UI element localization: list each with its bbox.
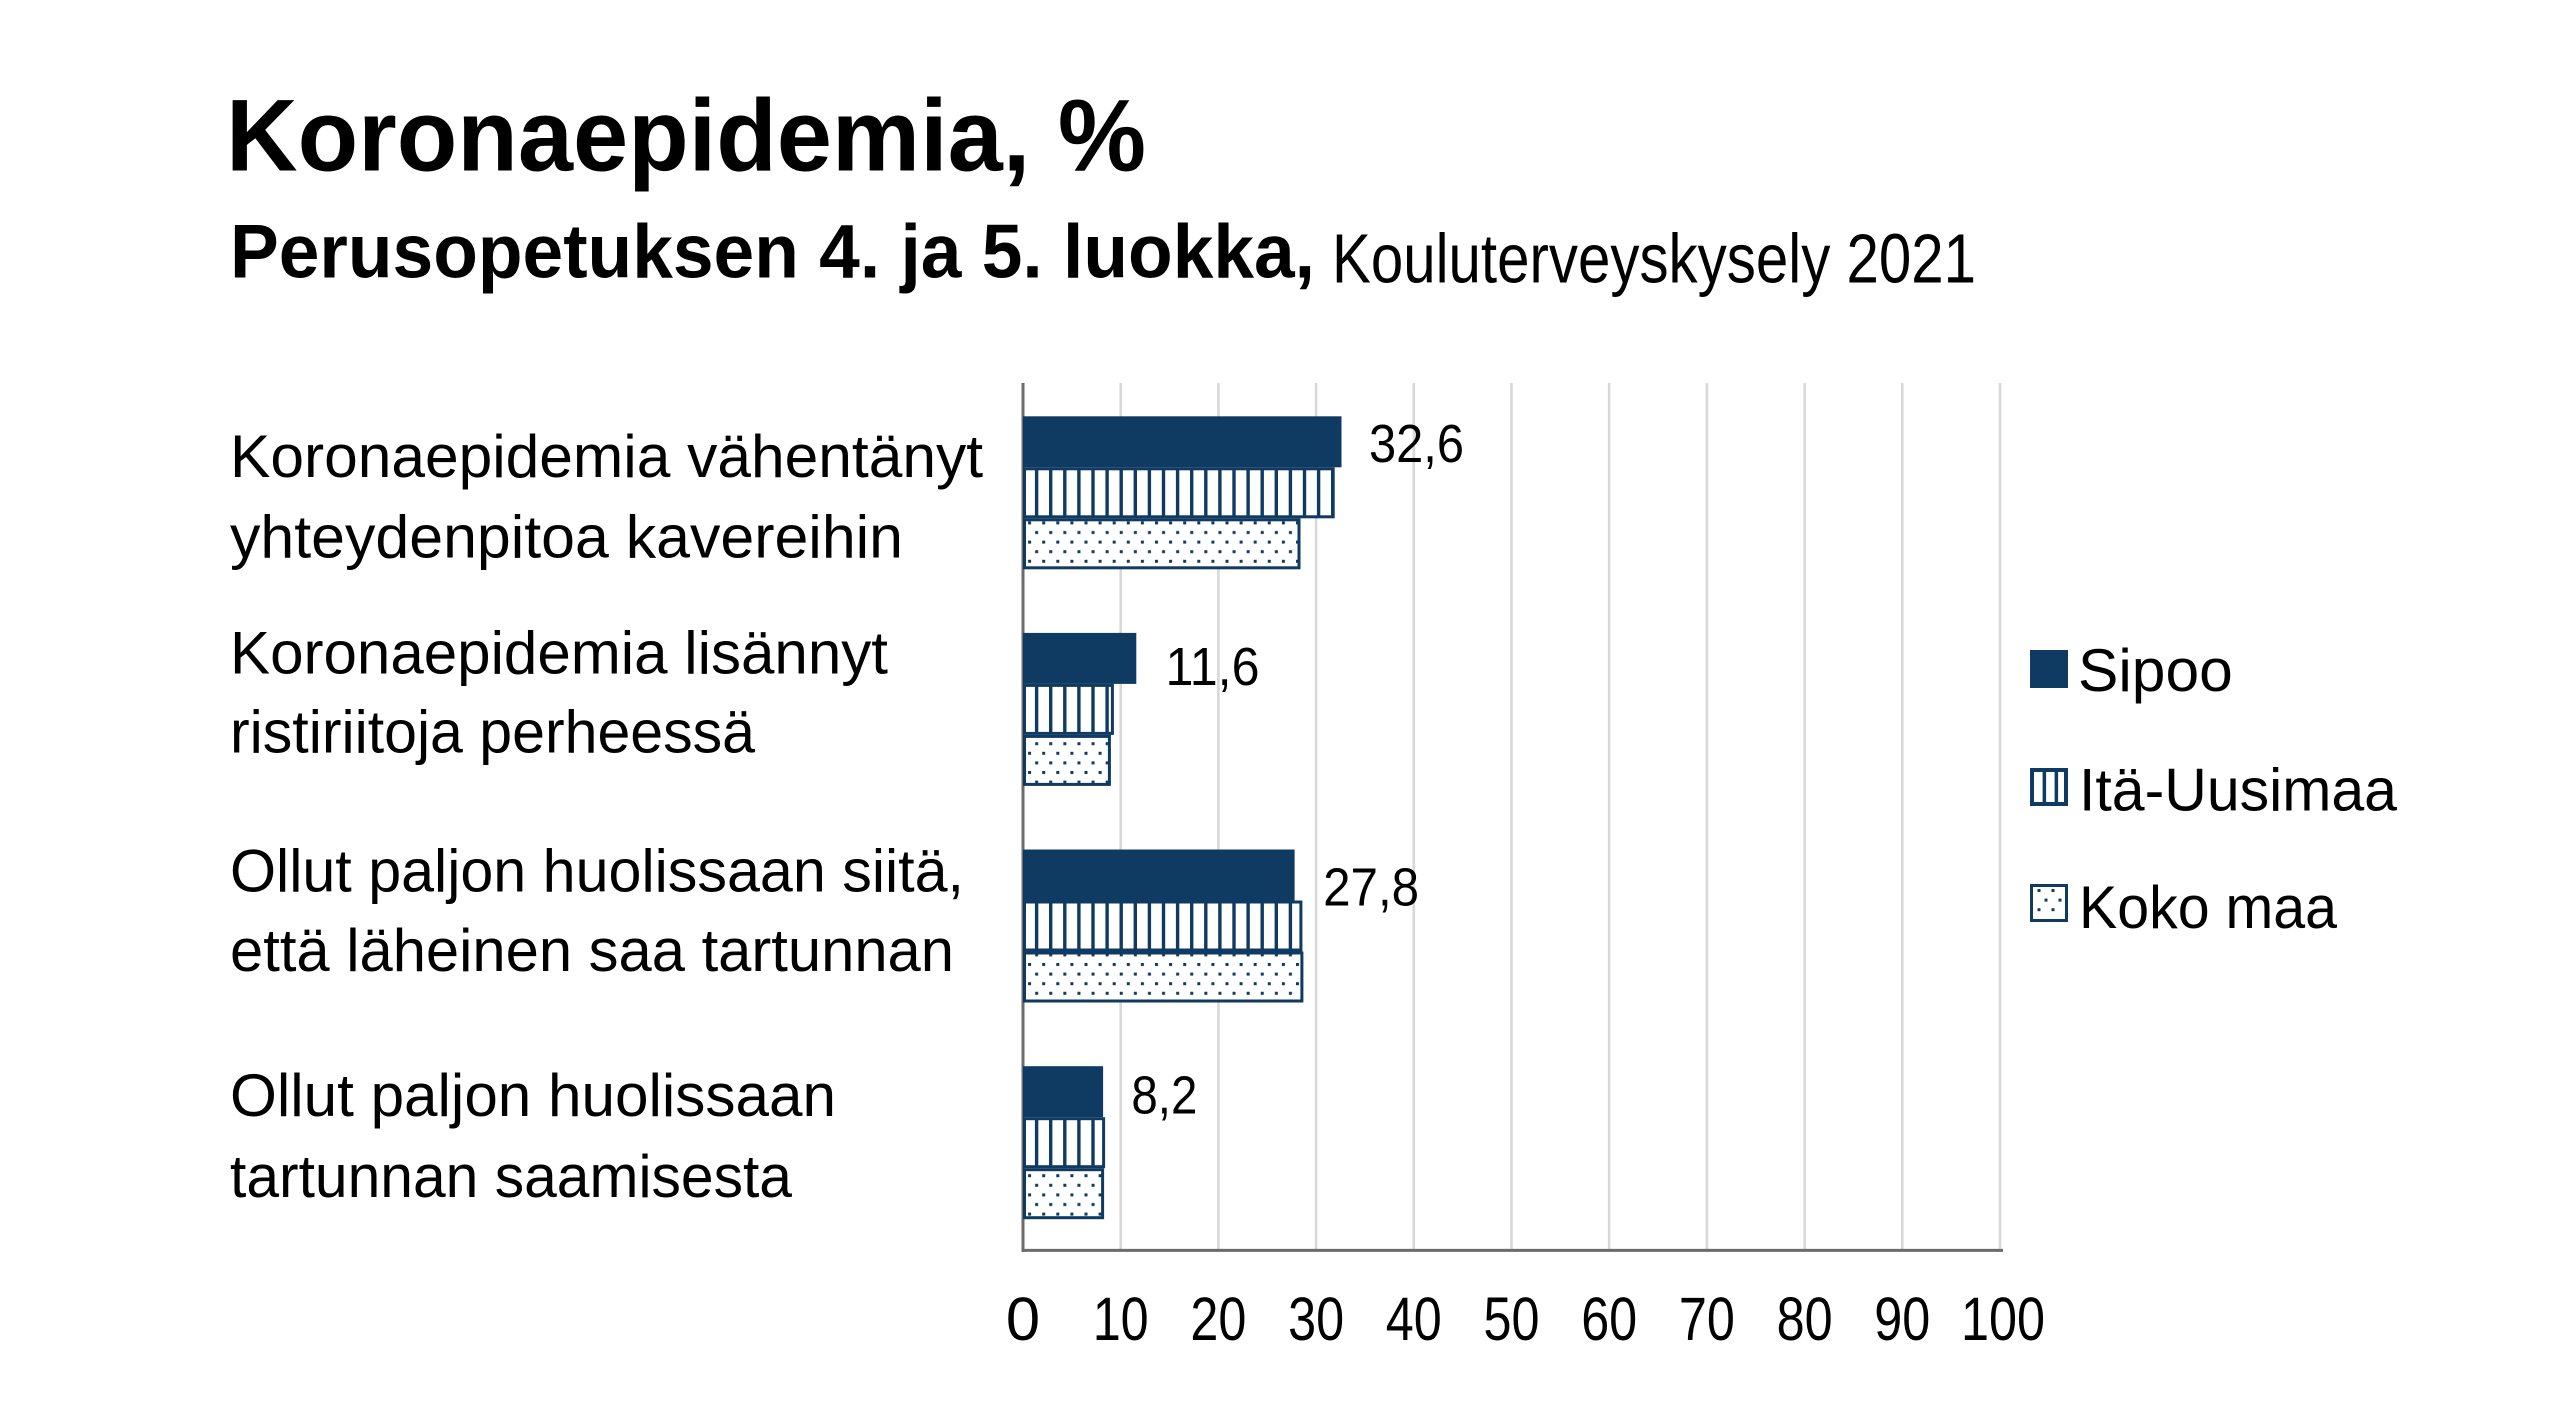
svg-text:yhteydenpitoa kavereihin: yhteydenpitoa kavereihin xyxy=(230,503,903,570)
svg-text:32,6: 32,6 xyxy=(1369,414,1464,474)
svg-text:ristiriitoja perheessä: ristiriitoja perheessä xyxy=(230,699,756,766)
svg-text:8,2: 8,2 xyxy=(1131,1065,1197,1125)
svg-text:tartunnan saamisesta: tartunnan saamisesta xyxy=(230,1143,793,1210)
svg-text:Perusopetuksen 4. ja 5. luokka: Perusopetuksen 4. ja 5. luokka, xyxy=(230,209,1315,294)
svg-text:Koko maa: Koko maa xyxy=(2079,873,2337,941)
svg-text:30: 30 xyxy=(1288,1285,1344,1354)
svg-text:80: 80 xyxy=(1777,1285,1833,1354)
svg-text:Itä-Uusimaa: Itä-Uusimaa xyxy=(2079,756,2397,824)
svg-text:Koronaepidemia lisännyt: Koronaepidemia lisännyt xyxy=(230,619,888,686)
svg-text:40: 40 xyxy=(1386,1285,1442,1354)
svg-text:27,8: 27,8 xyxy=(1323,858,1419,918)
svg-text:11,6: 11,6 xyxy=(1166,637,1260,697)
svg-text:100: 100 xyxy=(1961,1285,2045,1354)
svg-text:90: 90 xyxy=(1874,1285,1930,1354)
svg-text:Koronaepidemia, %: Koronaepidemia, % xyxy=(226,79,1146,193)
svg-text:20: 20 xyxy=(1190,1285,1246,1354)
svg-text:Kouluterveyskysely 2021: Kouluterveyskysely 2021 xyxy=(1332,220,1976,298)
svg-text:Koronaepidemia vähentänyt: Koronaepidemia vähentänyt xyxy=(230,423,983,490)
svg-text:että läheinen saa tartunnan: että läheinen saa tartunnan xyxy=(230,917,954,984)
svg-text:Ollut paljon huolissaan: Ollut paljon huolissaan xyxy=(230,1062,836,1129)
svg-text:50: 50 xyxy=(1484,1285,1540,1354)
svg-text:0: 0 xyxy=(1006,1285,1040,1354)
svg-text:60: 60 xyxy=(1581,1285,1637,1354)
svg-text:70: 70 xyxy=(1679,1285,1735,1354)
svg-text:Sipoo: Sipoo xyxy=(2078,636,2233,704)
svg-text:Ollut paljon huolissaan siitä,: Ollut paljon huolissaan siitä, xyxy=(230,838,964,905)
svg-text:10: 10 xyxy=(1093,1285,1149,1354)
